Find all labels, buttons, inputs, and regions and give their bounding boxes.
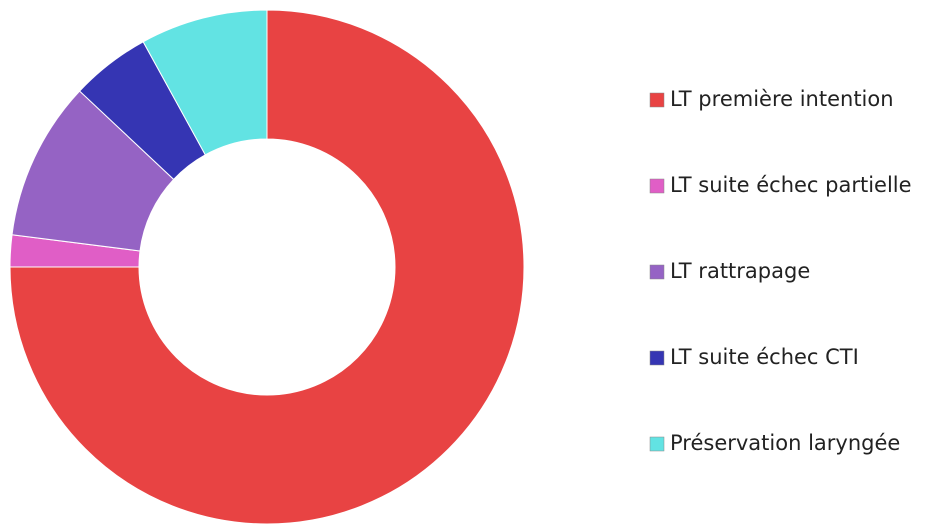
slice [142,9,268,156]
legend-swatch [649,178,665,194]
legend-label: LT suite échec partielle [670,173,912,197]
legend-swatch [649,436,665,452]
legend-swatch [649,264,665,280]
legend-label: LT suite échec CTI [670,345,859,369]
legend-swatch [649,350,665,366]
legend-label: Préservation laryngée [670,431,900,455]
slice [9,9,525,525]
donut [9,9,525,525]
legend-label: LT rattrapage [670,259,810,283]
legend-label: LT première intention [670,87,894,111]
legend: LT première intention LT suite échec part… [649,87,912,455]
legend-swatch [649,92,665,108]
